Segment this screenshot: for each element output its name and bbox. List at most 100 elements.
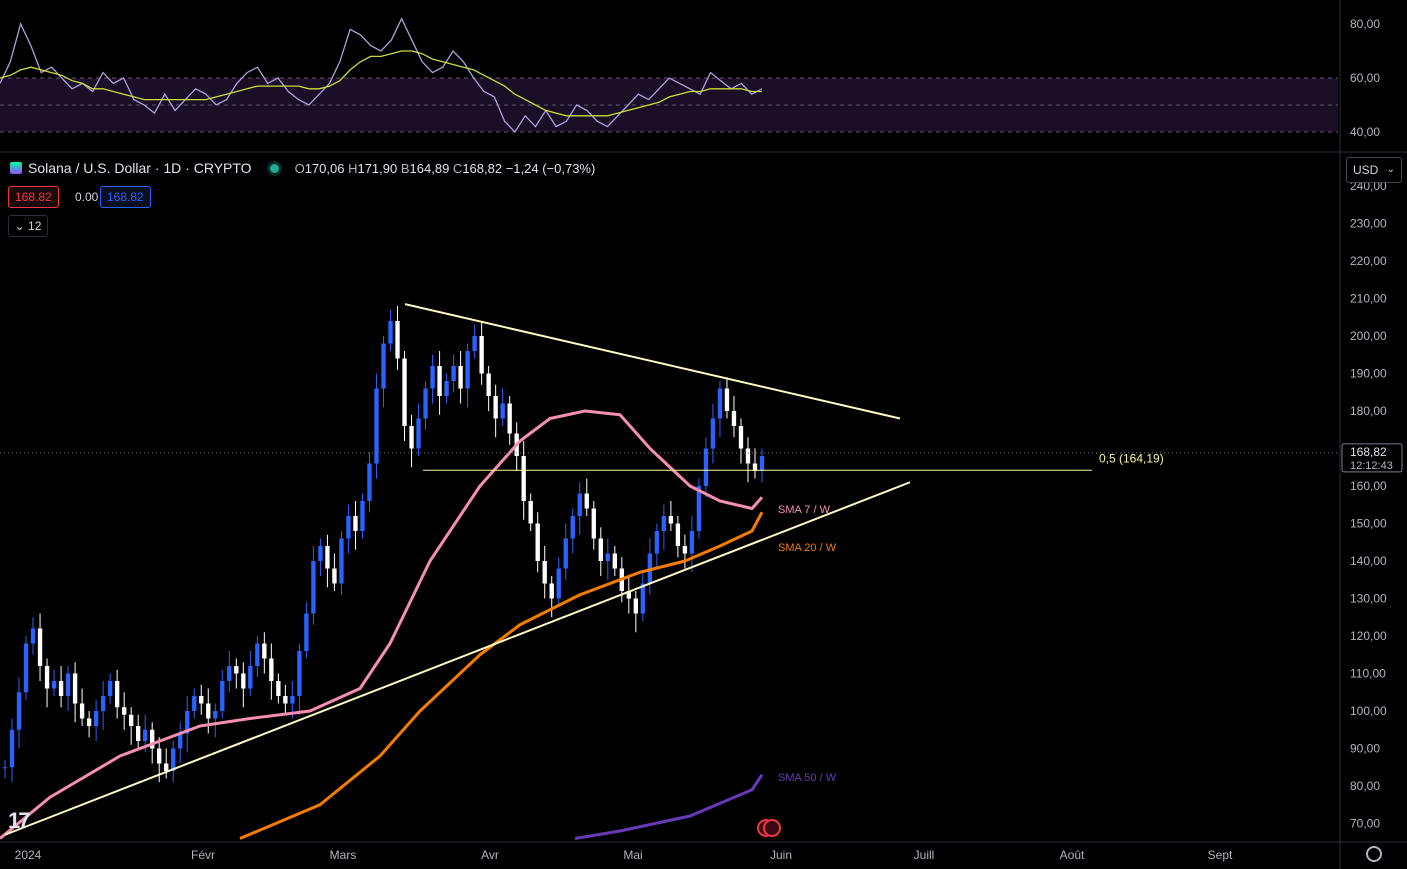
change-value: −1,24 (−0,73%) <box>505 160 596 176</box>
tradingview-logo[interactable]: 17 <box>8 808 31 833</box>
candle-body <box>171 748 176 771</box>
price-tick-label: 80,00 <box>1350 779 1380 793</box>
currency-select[interactable]: USD ⌄ <box>1346 157 1402 183</box>
candle-body <box>353 516 358 531</box>
candle-body <box>318 546 323 561</box>
sma50-label: SMA 50 / W <box>778 772 837 784</box>
market-status-icon[interactable] <box>269 163 279 173</box>
rsi-tick-label: 80,00 <box>1350 17 1380 31</box>
candle-body <box>269 658 274 681</box>
candle-body <box>332 568 337 584</box>
candle-body <box>675 523 681 546</box>
candle-body <box>157 748 162 764</box>
price-tick-label: 150,00 <box>1350 517 1387 531</box>
candle-body <box>2 767 8 769</box>
candle-body <box>283 696 288 704</box>
sma20-line <box>239 511 764 840</box>
candle-body <box>507 403 512 434</box>
time-tick-label: Août <box>1060 848 1085 862</box>
candle-body <box>206 703 211 719</box>
candle-body <box>248 666 253 689</box>
candle-body <box>668 516 674 524</box>
price-tick-label: 160,00 <box>1350 479 1387 493</box>
candle-body <box>311 561 316 614</box>
gear-icon[interactable] <box>1366 846 1382 862</box>
price-tick-label: 230,00 <box>1350 217 1387 231</box>
spread-value: 0.00 <box>75 190 99 204</box>
countdown-label: 12:12:43 <box>1350 460 1393 472</box>
candle-body <box>612 553 617 569</box>
candle-body <box>86 718 92 726</box>
chevron-down-icon: ⌄ <box>1386 164 1395 175</box>
candle-body <box>479 336 484 374</box>
candle-body <box>689 531 695 554</box>
candle-body <box>458 366 463 389</box>
candle-body <box>416 418 421 449</box>
candle-body <box>542 561 547 584</box>
candle-body <box>395 321 400 359</box>
descending-trendline <box>404 303 901 420</box>
candle-body <box>37 628 43 666</box>
candle-body <box>633 598 639 614</box>
candle-body <box>93 711 99 726</box>
candle-body <box>255 643 260 666</box>
price-tick-label: 200,00 <box>1350 329 1387 343</box>
candle-body <box>521 456 526 501</box>
price-tick-label: 130,00 <box>1350 592 1387 606</box>
candle-body <box>30 628 36 644</box>
rsi-line <box>0 17 763 134</box>
candle-body <box>402 358 407 426</box>
close-value: 168,82 <box>462 160 503 176</box>
candle-body <box>65 673 71 696</box>
candle-body <box>703 448 709 486</box>
sma50-line <box>574 773 764 840</box>
candle-body <box>234 666 239 674</box>
time-tick-label: Juill <box>914 848 935 862</box>
candle-body <box>79 703 85 719</box>
candle-body <box>563 538 568 569</box>
candle-body <box>290 696 295 704</box>
candle-body <box>661 516 667 531</box>
candle-body <box>724 388 730 411</box>
candle-body <box>16 692 22 730</box>
sell-price-badge[interactable]: 168.82 <box>8 186 59 208</box>
candle-body <box>178 733 183 749</box>
candle-body <box>584 493 589 509</box>
candle-body <box>360 501 365 531</box>
candle-body <box>409 426 414 449</box>
buy-price-badge[interactable]: 168.82 <box>100 186 151 208</box>
candle-body <box>465 351 470 389</box>
candle-body <box>241 673 246 689</box>
candle-body <box>423 388 428 419</box>
price-tick-label: 220,00 <box>1350 254 1387 268</box>
candle-body <box>381 343 386 389</box>
candle-body <box>121 707 127 715</box>
candle-body <box>107 681 113 696</box>
candle-body <box>493 396 498 419</box>
candle-body <box>213 711 218 719</box>
event-flag-icon <box>763 819 781 837</box>
indicators-collapse-button[interactable]: ⌄ 12 <box>8 215 48 237</box>
candle-body <box>430 366 435 389</box>
indicator-count: 12 <box>28 219 42 233</box>
candle-body <box>185 711 190 734</box>
high-value: 171,90 <box>357 160 398 176</box>
last-price-box <box>1341 443 1403 473</box>
symbol-title[interactable]: Solana / U.S. Dollar · 1D · CRYPTO <box>28 160 252 176</box>
time-tick-label: 2024 <box>15 848 42 862</box>
time-tick-label: Mars <box>330 848 357 862</box>
candle-body <box>486 373 491 396</box>
fib-label: 0,5 (164,19) <box>1099 451 1164 465</box>
solana-icon <box>10 162 22 174</box>
candle-body <box>605 553 610 561</box>
price-tick-label: 180,00 <box>1350 404 1387 418</box>
candle-body <box>577 493 582 516</box>
candle-body <box>23 643 29 693</box>
candle-body <box>472 336 477 351</box>
ascending-trendline <box>4 481 911 836</box>
chevron-down-icon: ⌄ <box>14 219 25 233</box>
time-tick-label: Sept <box>1208 848 1233 862</box>
candle-body <box>367 463 372 501</box>
